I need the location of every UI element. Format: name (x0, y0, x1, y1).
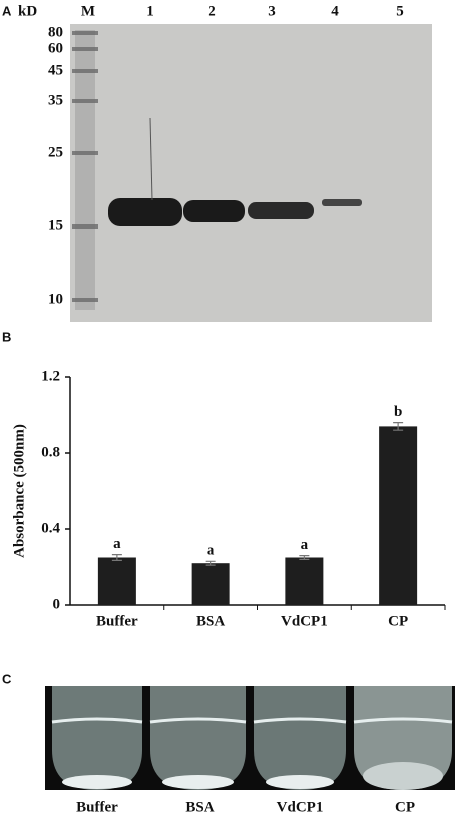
gel (70, 24, 432, 322)
lane-label: 4 (331, 3, 339, 19)
significance-label: a (301, 537, 309, 553)
lane-label: 1 (146, 3, 154, 19)
error-bar (393, 422, 404, 431)
size-label: 15 (48, 217, 63, 233)
x-tick-label: Buffer (96, 613, 138, 629)
size-label: 80 (48, 24, 63, 40)
tube-label: CP (395, 799, 415, 815)
unit-label: kD (18, 3, 37, 19)
tube-label: Buffer (76, 799, 118, 815)
y-axis-label: Absorbance (500nm) (11, 424, 27, 558)
significance-label: a (207, 543, 215, 559)
error-bar (111, 554, 122, 561)
panel-label: C (2, 671, 12, 686)
bar (285, 557, 324, 605)
lane-label: 5 (396, 3, 404, 19)
y-tick-label: 0.4 (41, 520, 60, 536)
y-tick-label: 0 (53, 596, 61, 612)
tube-label: VdCP1 (277, 799, 324, 815)
tube-label: BSA (185, 799, 214, 815)
lane-label: 2 (208, 3, 216, 19)
marker-lane (72, 30, 98, 310)
tubes (51, 686, 453, 790)
size-label: 35 (48, 92, 63, 108)
bar (191, 563, 230, 605)
x-tick-label: CP (388, 613, 408, 629)
protein-bands (108, 117, 362, 226)
size-label: 10 (48, 291, 63, 307)
size-label: 45 (48, 62, 63, 78)
error-bar (205, 560, 216, 566)
y-tick-label: 0.8 (41, 444, 60, 460)
bar (379, 426, 418, 605)
marker-label: M (81, 3, 95, 19)
significance-label: a (113, 536, 121, 552)
bar (97, 557, 136, 605)
lane-label: 3 (268, 3, 276, 19)
size-label: 60 (48, 40, 63, 56)
size-label: 25 (48, 144, 63, 160)
x-tick-label: VdCP1 (281, 613, 328, 629)
panel-label: B (2, 329, 11, 344)
panel-label: A (2, 3, 12, 18)
error-bar (299, 555, 310, 560)
significance-label: b (394, 404, 402, 420)
y-tick-label: 1.2 (41, 368, 60, 384)
x-tick-label: BSA (196, 613, 225, 629)
